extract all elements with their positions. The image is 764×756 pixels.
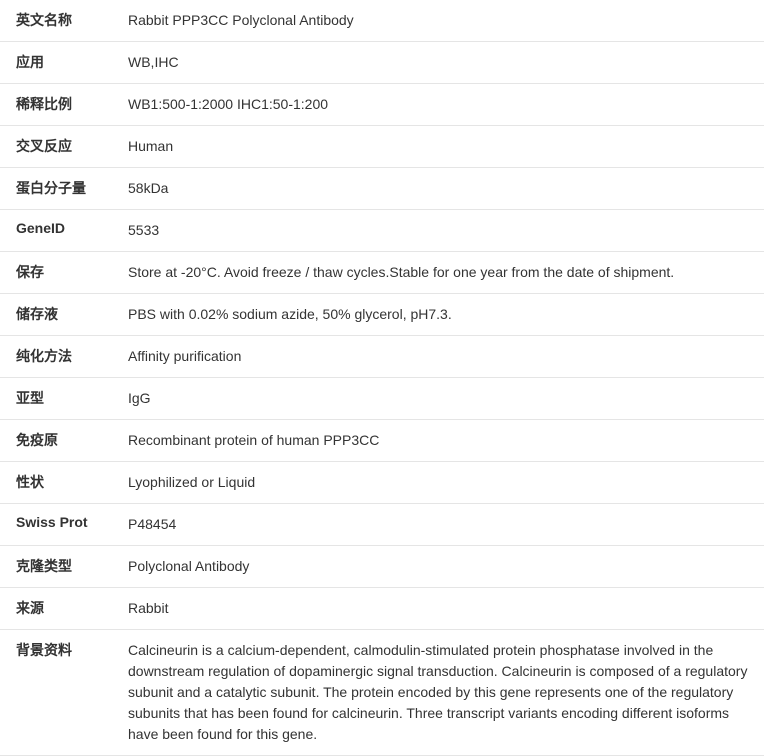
table-row: 保存 Store at -20°C. Avoid freeze / thaw c… [0,252,764,294]
table-row: 蛋白分子量 58kDa [0,168,764,210]
row-label: 储存液 [0,294,120,336]
row-value: Affinity purification [120,336,764,378]
row-value: Calcineurin is a calcium-dependent, calm… [120,630,764,756]
row-value: IgG [120,378,764,420]
table-row: 应用 WB,IHC [0,42,764,84]
row-label: 亚型 [0,378,120,420]
table-row: 交叉反应 Human [0,126,764,168]
row-value: Polyclonal Antibody [120,546,764,588]
row-value: WB1:500-1:2000 IHC1:50-1:200 [120,84,764,126]
row-label: 稀释比例 [0,84,120,126]
row-label: GeneID [0,210,120,252]
row-value: Lyophilized or Liquid [120,462,764,504]
row-label: 性状 [0,462,120,504]
row-label: 纯化方法 [0,336,120,378]
row-value: 58kDa [120,168,764,210]
table-row: 背景资料 Calcineurin is a calcium-dependent,… [0,630,764,756]
row-value: 5533 [120,210,764,252]
row-value: Human [120,126,764,168]
row-value: Store at -20°C. Avoid freeze / thaw cycl… [120,252,764,294]
row-label: 免疫原 [0,420,120,462]
row-value: PBS with 0.02% sodium azide, 50% glycero… [120,294,764,336]
row-label: Swiss Prot [0,504,120,546]
row-label: 来源 [0,588,120,630]
table-row: 亚型 IgG [0,378,764,420]
table-row: 克隆类型 Polyclonal Antibody [0,546,764,588]
table-row: 储存液 PBS with 0.02% sodium azide, 50% gly… [0,294,764,336]
row-label: 保存 [0,252,120,294]
row-label: 背景资料 [0,630,120,756]
row-value: WB,IHC [120,42,764,84]
row-label: 蛋白分子量 [0,168,120,210]
table-row: 性状 Lyophilized or Liquid [0,462,764,504]
row-value: Rabbit PPP3CC Polyclonal Antibody [120,0,764,42]
row-value: Rabbit [120,588,764,630]
table-row: GeneID 5533 [0,210,764,252]
row-value: P48454 [120,504,764,546]
table-row: Swiss Prot P48454 [0,504,764,546]
row-value: Recombinant protein of human PPP3CC [120,420,764,462]
table-row: 免疫原 Recombinant protein of human PPP3CC [0,420,764,462]
row-label: 交叉反应 [0,126,120,168]
spec-table-body: 英文名称 Rabbit PPP3CC Polyclonal Antibody 应… [0,0,764,756]
table-row: 稀释比例 WB1:500-1:2000 IHC1:50-1:200 [0,84,764,126]
row-label: 应用 [0,42,120,84]
spec-table: 英文名称 Rabbit PPP3CC Polyclonal Antibody 应… [0,0,764,756]
table-row: 英文名称 Rabbit PPP3CC Polyclonal Antibody [0,0,764,42]
row-label: 英文名称 [0,0,120,42]
table-row: 来源 Rabbit [0,588,764,630]
table-row: 纯化方法 Affinity purification [0,336,764,378]
row-label: 克隆类型 [0,546,120,588]
